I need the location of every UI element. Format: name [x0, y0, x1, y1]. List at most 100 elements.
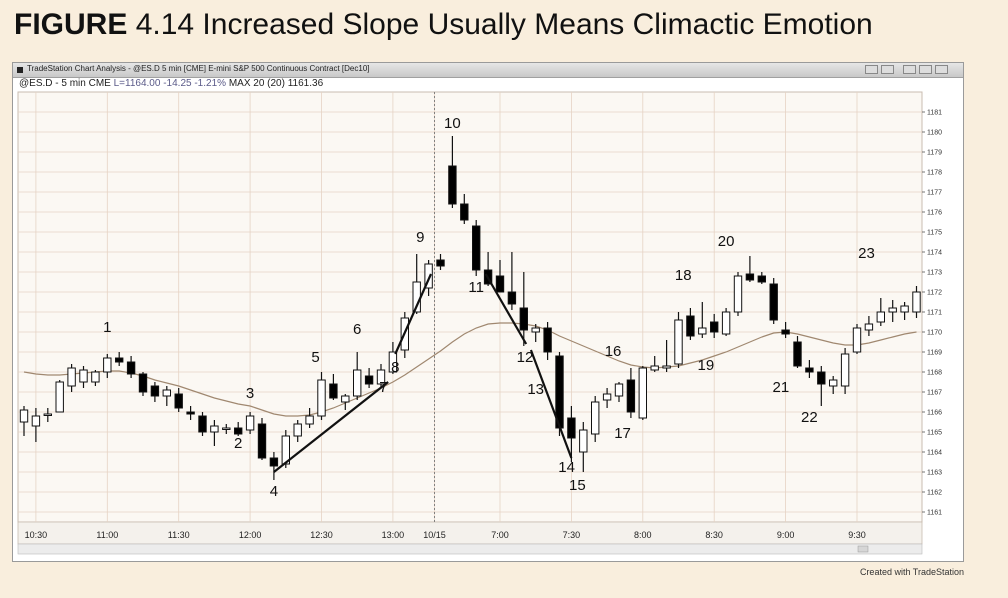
candle — [91, 370, 100, 386]
candle — [269, 452, 279, 480]
app-icon — [17, 67, 23, 73]
candle-body — [721, 311, 731, 335]
time-tick-label: 8:30 — [705, 530, 723, 540]
maximize-icon[interactable] — [919, 65, 932, 74]
trendline — [529, 349, 573, 459]
candle — [234, 422, 243, 436]
chart-info-bar: @ES.D - 5 min CME L=1164.00 -14.25 -1.21… — [19, 78, 323, 89]
candle-body — [162, 389, 172, 397]
candle — [781, 322, 790, 338]
moving-average-line — [23, 322, 917, 417]
time-tick-label: 11:00 — [96, 530, 118, 540]
price-tick-label: 1174 — [927, 250, 942, 257]
bar-label-17: 17 — [614, 425, 631, 442]
candle-body — [793, 341, 802, 367]
candle — [912, 286, 921, 318]
candle-body — [591, 401, 600, 435]
price-tick-label: 1173 — [927, 270, 942, 277]
candle-body — [519, 307, 528, 331]
candle-body — [448, 165, 457, 205]
candle — [305, 408, 314, 428]
price-tick-label: 1176 — [927, 210, 942, 217]
bar-label-14: 14 — [558, 459, 575, 476]
candle-body — [210, 425, 219, 433]
bar-label-1: 1 — [103, 319, 111, 336]
candle — [293, 420, 302, 442]
candle — [614, 382, 624, 402]
bar-label-23: 23 — [858, 245, 875, 262]
candle-body — [745, 273, 755, 281]
bar-label-12: 12 — [517, 349, 534, 366]
bar-label-7: 7 — [379, 379, 387, 396]
candle-body — [67, 367, 76, 387]
candle — [257, 418, 267, 460]
price-tick-label: 1178 — [927, 170, 942, 177]
time-tick-label: 8:00 — [634, 530, 652, 540]
candle — [793, 336, 802, 368]
candle-body — [19, 409, 29, 423]
candle-body — [269, 457, 279, 467]
candle — [531, 324, 540, 342]
candle-body — [781, 329, 790, 335]
candle-body — [293, 423, 302, 437]
candle-body — [674, 319, 683, 365]
candle — [353, 352, 362, 400]
restore-icon[interactable] — [865, 65, 878, 74]
candle — [721, 308, 731, 336]
plot-area — [17, 91, 923, 523]
candle — [55, 380, 64, 413]
candle-body — [698, 327, 707, 335]
candle-body — [852, 327, 862, 353]
window-titlebar[interactable]: TradeStation Chart Analysis - @ES.D 5 mi… — [13, 63, 963, 78]
candle — [591, 396, 600, 442]
candle — [662, 340, 671, 372]
time-tick-label: 9:00 — [777, 530, 795, 540]
candle — [198, 412, 207, 436]
price-tick-label: 1180 — [927, 130, 942, 137]
candle-body — [43, 413, 52, 416]
price-tick-label: 1164 — [927, 450, 942, 457]
candle — [67, 364, 76, 392]
price-tick-label: 1177 — [927, 190, 942, 197]
figure-label: FIGURE — [14, 8, 128, 41]
candle — [162, 386, 172, 406]
candle-body — [388, 351, 398, 373]
tile-icon[interactable] — [881, 65, 894, 74]
candle-body — [531, 327, 540, 333]
candle-body — [567, 417, 576, 439]
time-tick-label: 13:00 — [382, 530, 405, 540]
price-tick-label: 1161 — [927, 510, 942, 517]
candle — [840, 348, 850, 394]
candle-body — [650, 365, 659, 371]
minimize-icon[interactable] — [903, 65, 916, 74]
candle-body — [79, 369, 88, 383]
bar-label-3: 3 — [246, 385, 254, 402]
price-tick-label: 1162 — [927, 490, 942, 497]
candle — [186, 406, 195, 420]
candle — [519, 272, 528, 346]
candle-body — [626, 379, 636, 413]
candle — [745, 256, 755, 282]
figure-number: 4.14 — [135, 8, 195, 41]
candle-body — [245, 415, 255, 431]
candle-body — [602, 393, 612, 401]
bar-label-10: 10 — [444, 115, 461, 132]
price-tick-label: 1181 — [927, 110, 942, 117]
candle-body — [198, 415, 207, 433]
candle — [472, 220, 481, 276]
bar-label-2: 2 — [234, 435, 242, 452]
candle — [138, 372, 148, 396]
price-tick-label: 1179 — [927, 150, 942, 157]
candle — [698, 302, 707, 338]
credit-text: Created with TradeStation — [859, 567, 964, 577]
price-tick-label: 1172 — [927, 290, 942, 297]
candle — [103, 354, 112, 378]
close-icon[interactable] — [935, 65, 948, 74]
candle-body — [305, 415, 314, 425]
candle-body — [31, 415, 41, 427]
candle — [31, 408, 41, 442]
candle — [448, 136, 457, 208]
candle-body — [317, 379, 326, 417]
bar-label-16: 16 — [605, 343, 622, 360]
indicator-label: MAX 20 (20) 1161.36 — [228, 78, 324, 89]
